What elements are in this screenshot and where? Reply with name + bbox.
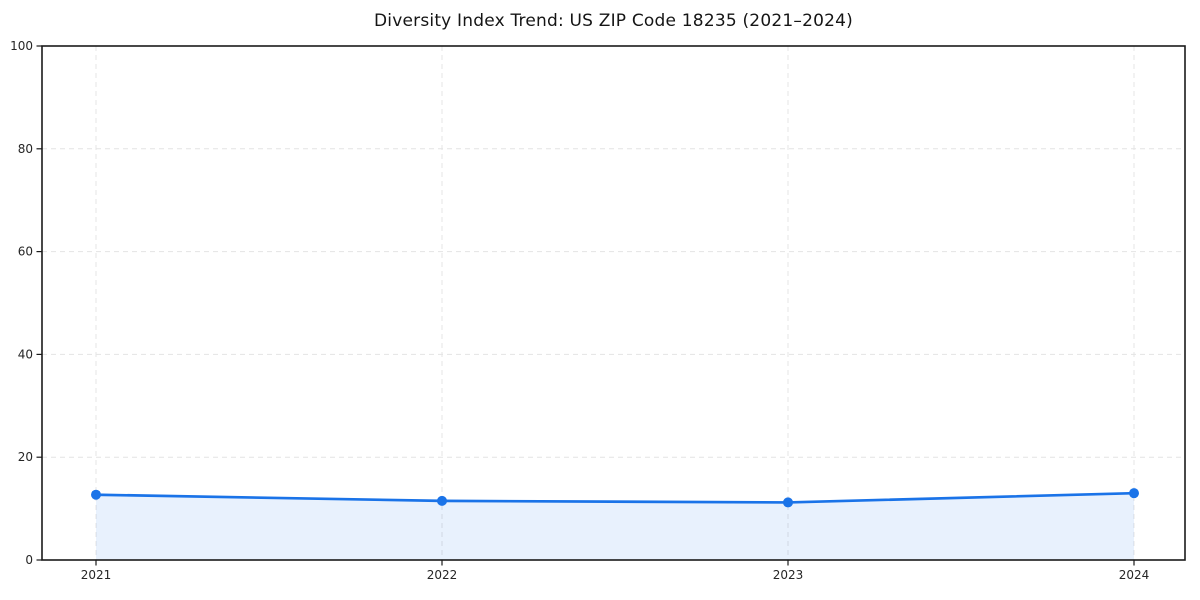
y-tick-label: 60 xyxy=(18,245,33,259)
y-tick-label: 80 xyxy=(18,142,33,156)
x-tick-label: 2021 xyxy=(81,568,112,582)
data-point xyxy=(91,489,101,500)
y-tick-label: 40 xyxy=(18,347,33,361)
area-fill xyxy=(96,493,1134,560)
x-tick-label: 2023 xyxy=(773,568,804,582)
chart-title: Diversity Index Trend: US ZIP Code 18235… xyxy=(374,11,853,31)
data-point xyxy=(783,497,793,508)
y-tick-label: 100 xyxy=(10,39,33,53)
x-tick-label: 2024 xyxy=(1119,568,1150,582)
x-tick-label: 2022 xyxy=(427,568,458,582)
trend-line xyxy=(94,491,1136,504)
plot-border xyxy=(41,45,1186,561)
data-point xyxy=(1129,488,1139,499)
data-point xyxy=(437,495,447,506)
y-tick-label: 0 xyxy=(25,553,33,567)
y-tick-label: 20 xyxy=(18,450,33,464)
